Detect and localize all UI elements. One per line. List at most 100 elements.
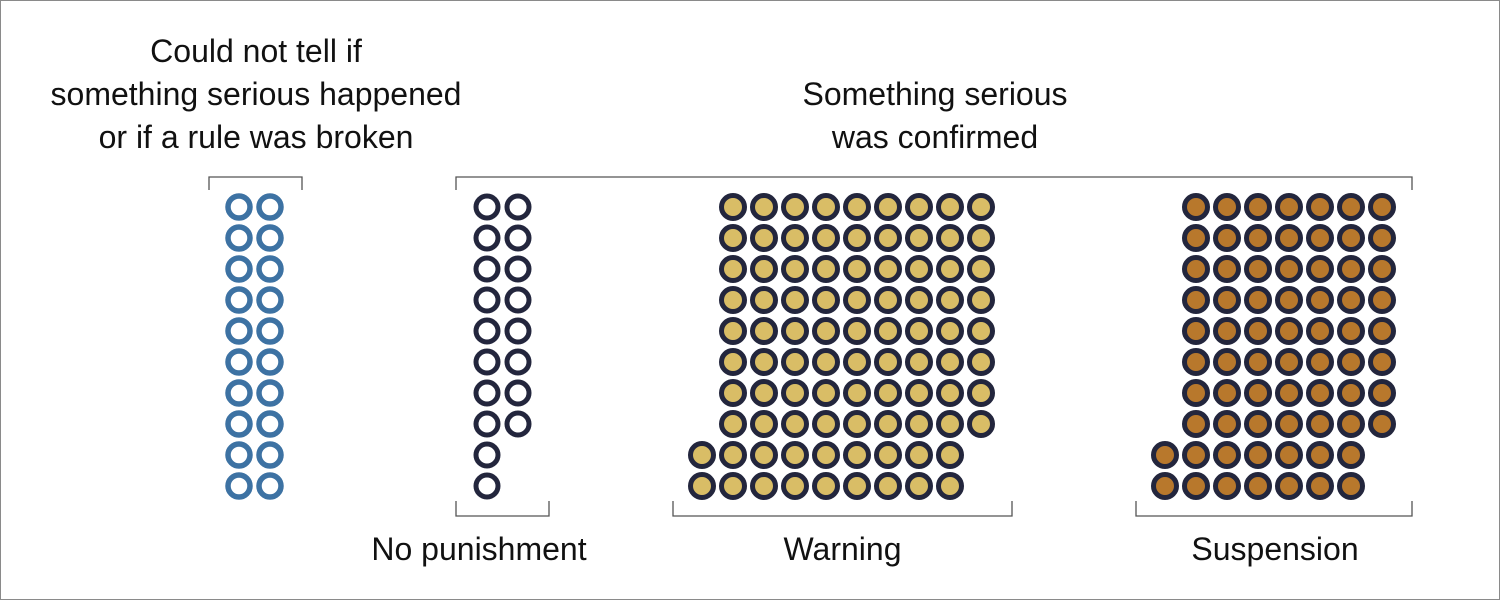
dot-no-punishment <box>473 348 501 376</box>
dot-unknown <box>256 410 284 438</box>
dot-suspension <box>1306 410 1334 438</box>
dot-unknown <box>225 286 253 314</box>
dot-no-punishment <box>473 441 501 469</box>
header-confirmed-line-2: was confirmed <box>831 119 1039 155</box>
dot-suspension <box>1337 255 1365 283</box>
dot-warning <box>843 255 871 283</box>
dot-warning <box>750 441 778 469</box>
dot-suspension <box>1306 193 1334 221</box>
dot-suspension <box>1151 472 1179 500</box>
dot-warning <box>967 348 995 376</box>
dot-warning <box>905 441 933 469</box>
dot-warning <box>781 286 809 314</box>
dot-no-punishment <box>473 472 501 500</box>
dot-suspension <box>1368 286 1396 314</box>
dot-suspension <box>1182 224 1210 252</box>
dot-warning <box>936 317 964 345</box>
dot-suspension <box>1244 193 1272 221</box>
label-warning: Warning <box>783 531 902 567</box>
dot-warning <box>812 286 840 314</box>
dot-warning <box>750 255 778 283</box>
dot-unknown <box>256 317 284 345</box>
dot-warning <box>812 379 840 407</box>
dot-warning <box>936 379 964 407</box>
dot-warning <box>874 224 902 252</box>
dot-suspension <box>1244 224 1272 252</box>
dot-warning <box>874 472 902 500</box>
dot-warning <box>750 472 778 500</box>
dot-suspension <box>1337 472 1365 500</box>
dot-unknown <box>225 348 253 376</box>
dot-unknown <box>256 348 284 376</box>
dot-suspension <box>1182 472 1210 500</box>
dot-suspension <box>1275 348 1303 376</box>
dot-warning <box>967 224 995 252</box>
dot-warning <box>936 348 964 376</box>
dot-warning <box>719 379 747 407</box>
dot-suspension <box>1213 410 1241 438</box>
dot-suspension <box>1337 286 1365 314</box>
dot-unknown <box>225 224 253 252</box>
dot-warning <box>936 193 964 221</box>
dot-unknown <box>256 441 284 469</box>
dot-suspension <box>1213 224 1241 252</box>
bracket-unknown <box>208 176 303 190</box>
dot-warning <box>967 317 995 345</box>
dot-warning <box>719 441 747 469</box>
dot-warning <box>874 348 902 376</box>
dot-warning <box>905 472 933 500</box>
header-confirmed: Something serious was confirmed <box>700 73 1170 159</box>
dot-unknown <box>256 224 284 252</box>
dot-warning <box>781 255 809 283</box>
dot-warning <box>967 286 995 314</box>
dot-unknown <box>225 379 253 407</box>
dot-warning <box>719 255 747 283</box>
dot-no-punishment <box>473 317 501 345</box>
dot-no-punishment <box>473 410 501 438</box>
dot-warning <box>781 317 809 345</box>
dot-warning <box>719 286 747 314</box>
dot-suspension <box>1244 379 1272 407</box>
dot-suspension <box>1182 348 1210 376</box>
dot-warning <box>812 410 840 438</box>
dot-warning <box>874 255 902 283</box>
dot-suspension <box>1306 348 1334 376</box>
dot-suspension <box>1182 317 1210 345</box>
dot-unknown <box>256 255 284 283</box>
header-unknown-line-3: or if a rule was broken <box>98 119 414 155</box>
dot-suspension <box>1213 472 1241 500</box>
dot-no-punishment <box>504 286 532 314</box>
dot-suspension <box>1306 255 1334 283</box>
dot-suspension <box>1182 379 1210 407</box>
dot-warning <box>843 286 871 314</box>
dot-warning <box>719 224 747 252</box>
dot-suspension <box>1368 379 1396 407</box>
dot-unknown <box>256 472 284 500</box>
dot-suspension <box>1213 348 1241 376</box>
dot-warning <box>750 286 778 314</box>
dot-warning <box>843 348 871 376</box>
dot-warning <box>719 472 747 500</box>
dot-warning <box>781 348 809 376</box>
dot-suspension <box>1368 255 1396 283</box>
dot-warning <box>874 193 902 221</box>
dot-warning <box>843 441 871 469</box>
dot-suspension <box>1244 441 1272 469</box>
dot-suspension <box>1213 441 1241 469</box>
dot-warning <box>781 441 809 469</box>
dot-warning <box>905 348 933 376</box>
dot-suspension <box>1275 286 1303 314</box>
dot-unknown <box>225 410 253 438</box>
dot-suspension <box>1182 441 1210 469</box>
dot-suspension <box>1213 193 1241 221</box>
dot-warning <box>750 348 778 376</box>
dot-warning <box>812 193 840 221</box>
dot-warning <box>905 286 933 314</box>
header-unknown-line-1: Could not tell if <box>150 33 362 69</box>
dot-warning <box>905 317 933 345</box>
dot-no-punishment <box>504 317 532 345</box>
dot-warning <box>936 410 964 438</box>
header-confirmed-line-1: Something serious <box>802 76 1068 112</box>
dot-suspension <box>1244 255 1272 283</box>
dot-warning <box>905 410 933 438</box>
